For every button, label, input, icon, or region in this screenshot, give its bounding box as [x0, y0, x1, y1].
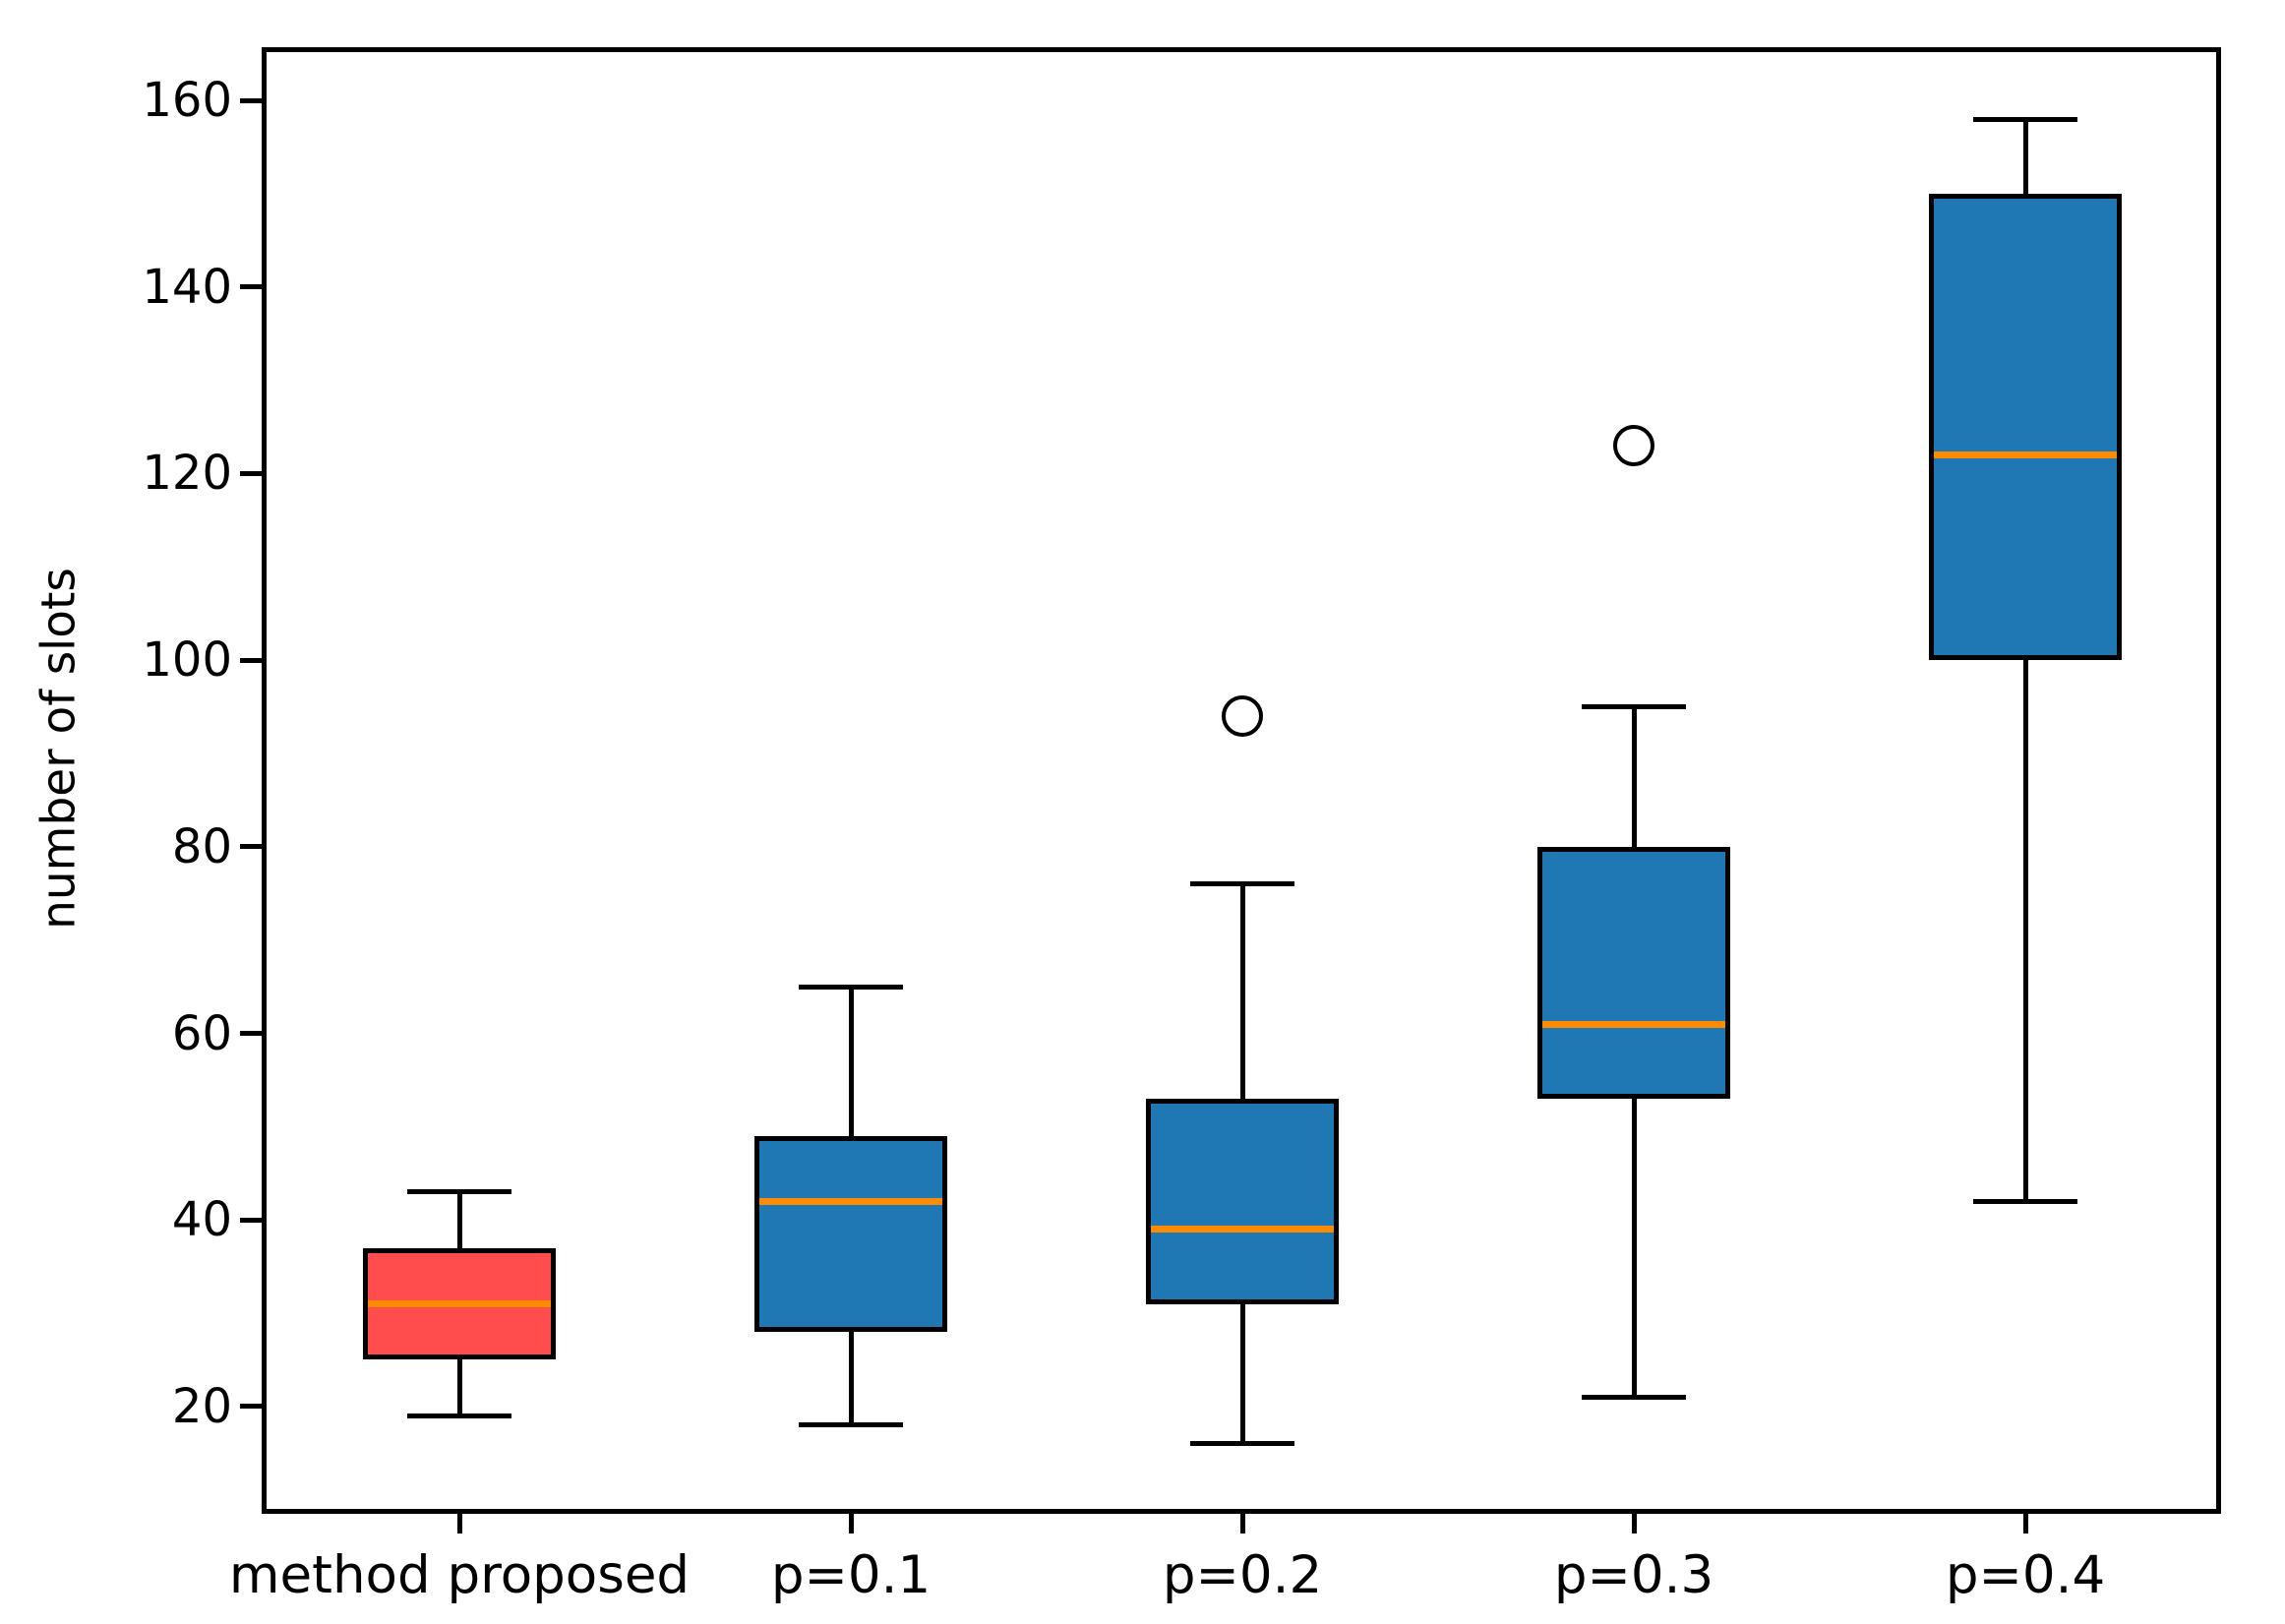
- median-line: [368, 1300, 551, 1308]
- upper-whisker-cap: [1582, 704, 1686, 710]
- lower-whisker-cap: [1190, 1441, 1294, 1447]
- x-tick: [456, 1512, 462, 1534]
- y-tick: [240, 97, 262, 103]
- lower-whisker-line: [2022, 660, 2028, 1202]
- box: [1146, 1098, 1339, 1304]
- y-tick-label: 120: [142, 446, 232, 502]
- median-line: [1934, 451, 2117, 459]
- lower-whisker-cap: [1973, 1198, 2077, 1204]
- y-tick: [240, 1217, 262, 1223]
- y-tick: [240, 844, 262, 850]
- box: [1929, 193, 2122, 661]
- lower-whisker-cap: [1582, 1394, 1686, 1400]
- y-tick-label: 140: [142, 259, 232, 315]
- y-tick: [240, 657, 262, 663]
- upper-whisker-line: [456, 1191, 462, 1248]
- y-tick-label: 80: [171, 818, 232, 874]
- upper-whisker-line: [1239, 883, 1245, 1099]
- x-tick-label: p=0.1: [770, 1545, 932, 1605]
- outlier-point: [1613, 425, 1654, 467]
- lower-whisker-line: [456, 1359, 462, 1416]
- box: [1537, 846, 1730, 1099]
- lower-whisker-cap: [799, 1422, 903, 1428]
- upper-whisker-cap: [1190, 881, 1294, 887]
- x-tick: [2022, 1512, 2028, 1534]
- y-tick-label: 40: [171, 1192, 232, 1248]
- y-tick-label: 60: [171, 1005, 232, 1061]
- lower-whisker-cap: [407, 1413, 511, 1418]
- lower-whisker-line: [1631, 1098, 1637, 1398]
- upper-whisker-cap: [799, 984, 903, 990]
- x-tick: [1239, 1512, 1245, 1534]
- median-line: [1542, 1020, 1725, 1028]
- y-tick: [240, 470, 262, 476]
- median-line: [1151, 1226, 1334, 1233]
- upper-whisker-line: [1631, 706, 1637, 847]
- upper-whisker-cap: [1973, 116, 2077, 122]
- x-tick-label: p=0.3: [1553, 1545, 1714, 1605]
- x-tick-label: p=0.2: [1162, 1545, 1323, 1605]
- median-line: [759, 1197, 942, 1205]
- y-tick: [240, 1031, 262, 1036]
- x-tick-label: method proposed: [228, 1545, 691, 1605]
- box: [754, 1135, 947, 1332]
- upper-whisker-line: [848, 987, 854, 1136]
- x-tick: [848, 1512, 854, 1534]
- lower-whisker-line: [848, 1331, 854, 1425]
- outlier-point: [1222, 695, 1263, 738]
- upper-whisker-cap: [407, 1189, 511, 1195]
- y-tick-label: 20: [171, 1378, 232, 1434]
- y-tick: [240, 1404, 262, 1410]
- y-tick-label: 100: [142, 632, 232, 689]
- lower-whisker-line: [1239, 1303, 1245, 1444]
- y-tick-label: 160: [142, 73, 232, 129]
- x-tick-label: p=0.4: [1945, 1545, 2106, 1605]
- x-tick: [1631, 1512, 1637, 1534]
- upper-whisker-line: [2022, 119, 2028, 194]
- y-tick: [240, 284, 262, 290]
